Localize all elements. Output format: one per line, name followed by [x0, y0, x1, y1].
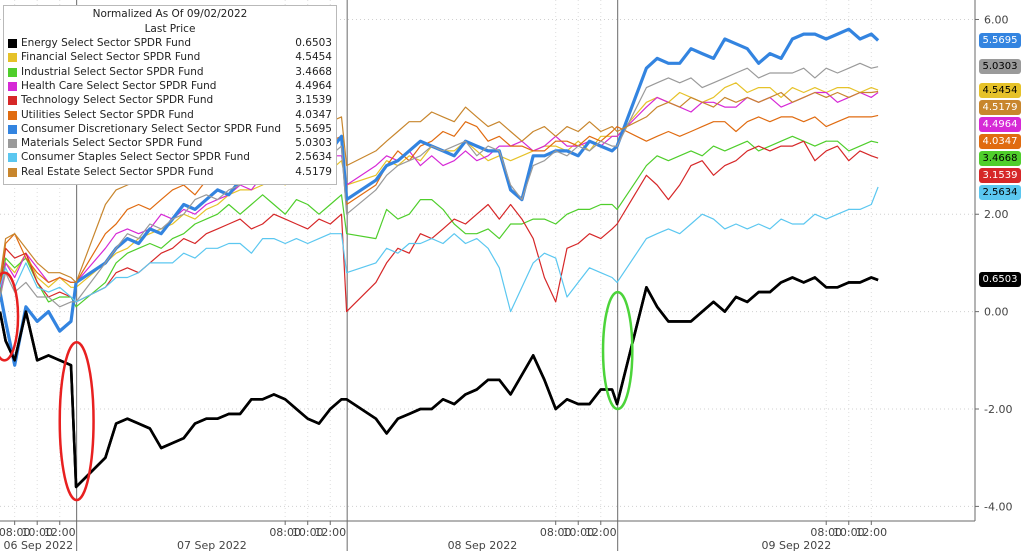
day-label: 08 Sep 2022 [448, 539, 518, 551]
last-price-tag: 4.5179 [979, 99, 1021, 115]
legend-swatch [8, 139, 17, 149]
legend-swatch [8, 153, 17, 163]
last-price-tag: 5.5695 [979, 32, 1021, 48]
x-tick-label: 08:00 [810, 526, 842, 539]
chart-title: Normalized As Of 09/02/2022 [92, 8, 248, 20]
annotations [0, 271, 634, 502]
series-line [0, 186, 879, 313]
legend-label: Industrial Select Sector SPDR Fund [21, 65, 204, 78]
legend-swatch [8, 110, 17, 120]
legend-header: Last Price [144, 23, 196, 35]
series-line [0, 91, 879, 298]
grid [0, 0, 975, 551]
day-label: 07 Sep 2022 [177, 539, 247, 551]
legend-label: Energy Select Sector SPDR Fund [21, 37, 192, 49]
day-label: 06 Sep 2022 [3, 539, 73, 551]
legend-label: Utilities Select Sector SPDR Fund [21, 108, 194, 121]
legend-item: Real Estate Select Sector SPDR Fund 4.517… [8, 166, 336, 180]
y-tick-label: 0.00 [984, 306, 1009, 319]
legend-label: Financial Select Sector SPDR Fund [21, 51, 201, 64]
last-price-tag: 2.5634 [979, 184, 1021, 200]
legend-value: 5.5695 [295, 122, 332, 135]
x-tick-label: 10:00 [292, 526, 324, 539]
legend-value: 4.5179 [295, 165, 332, 178]
last-price-tag: 5.0303 [979, 59, 1021, 75]
x-tick-label: 08:00 [0, 526, 31, 539]
legend-value: 3.4668 [295, 65, 332, 78]
x-tick-label: 10:00 [833, 526, 865, 539]
legend-item: Consumer Discretionary Select Sector SPD… [8, 123, 336, 137]
legend-value: 0.6503 [295, 37, 332, 49]
last-price-tag: 4.5454 [979, 82, 1021, 98]
legend-label: Health Care Select Sector SPDR Fund [21, 79, 217, 92]
legend-item: Utilities Select Sector SPDR Fund 4.0347 [8, 109, 336, 123]
legend-swatch [8, 81, 17, 91]
legend: Normalized As Of 09/02/2022 Last Price E… [3, 5, 337, 185]
annotation-ellipse [58, 341, 95, 502]
series-line [0, 114, 879, 283]
x-tick-label: 12:00 [44, 526, 76, 539]
last-price-tag: 4.4964 [979, 116, 1021, 132]
legend-label: Consumer Discretionary Select Sector SPD… [21, 122, 282, 135]
series-line [0, 135, 879, 308]
legend-value: 4.5454 [295, 51, 332, 64]
legend-swatch [8, 124, 17, 134]
x-tick-label: 12:00 [585, 526, 617, 539]
legend-label: Real Estate Select Sector SPDR Fund [21, 165, 214, 178]
legend-value: 4.0347 [295, 108, 332, 121]
legend-item: Financial Select Sector SPDR Fund 4.5454 [8, 51, 336, 65]
day-label: 09 Sep 2022 [761, 539, 831, 551]
legend-value: 4.4964 [295, 79, 332, 92]
y-tick-label: 2.00 [984, 208, 1009, 221]
series-lines [0, 27, 880, 489]
annotation-ellipse [0, 271, 20, 362]
annotation-ellipse [601, 290, 634, 411]
last-price-tag: 4.0347 [979, 133, 1021, 149]
legend-item: Materials Select Sector SPDR Fund 5.0303 [8, 137, 336, 151]
series-line-energy-top [0, 276, 879, 489]
x-tick-label: 10:00 [21, 526, 53, 539]
series-line [0, 62, 879, 308]
legend-value: 2.5634 [295, 151, 332, 164]
legend-swatch [8, 53, 17, 63]
legend-item: Health Care Select Sector SPDR Fund 4.496… [8, 80, 336, 94]
legend-swatch [8, 67, 17, 77]
legend-label: Materials Select Sector SPDR Fund [21, 137, 203, 150]
legend-item: Energy Select Sector SPDR Fund 0.6503 [8, 37, 336, 51]
y-tick-label: -4.00 [984, 500, 1012, 513]
x-tick-label: 12:00 [855, 526, 887, 539]
legend-item: Technology Select Sector SPDR Fund 3.1539 [8, 94, 336, 108]
x-tick-label: 10:00 [562, 526, 594, 539]
x-tick-label: 08:00 [540, 526, 572, 539]
y-tick-label: -2.00 [984, 403, 1012, 416]
series-line [0, 276, 879, 489]
legend-item: Consumer Staples Select Sector SPDR Fund… [8, 151, 336, 165]
legend-label: Technology Select Sector SPDR Fund [21, 94, 214, 107]
legend-swatch [8, 167, 17, 177]
legend-item: Industrial Select Sector SPDR Fund 3.4668 [8, 66, 336, 80]
x-tick-label: 12:00 [314, 526, 346, 539]
x-tick-label: 08:00 [269, 526, 301, 539]
last-price-tag: 0.6503 [979, 272, 1021, 288]
y-axis: 6.00 2.00 0.00 -2.00 -4.00 [974, 0, 1012, 521]
legend-value: 3.1539 [295, 94, 332, 107]
legend-value: 5.0303 [295, 137, 332, 150]
last-price-tag: 3.4668 [979, 150, 1021, 166]
legend-label: Consumer Staples Select Sector SPDR Fund [21, 151, 250, 164]
legend-swatch [8, 39, 17, 48]
last-price-tag: 3.1539 [979, 167, 1021, 183]
y-tick-label: 6.00 [984, 13, 1009, 26]
legend-swatch [8, 96, 17, 106]
